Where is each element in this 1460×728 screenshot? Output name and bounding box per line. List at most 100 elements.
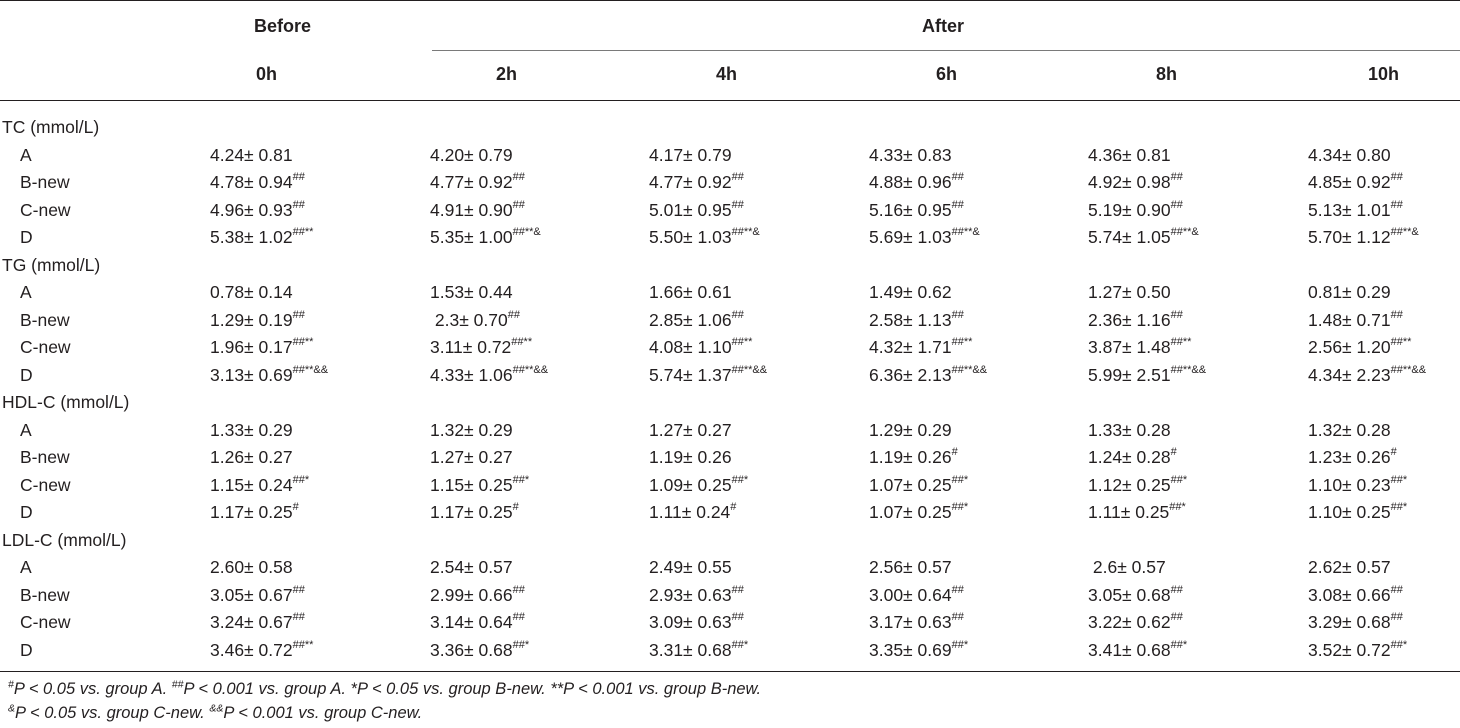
significance-marker: ##**& [1390,226,1419,239]
table-cell: 4.17± 0.79 [649,142,732,169]
cell-value: 3.05± 0.68 [1088,584,1171,605]
significance-marker: ## [951,611,964,624]
significance-marker: ## [292,308,305,321]
significance-marker: ## [1390,198,1403,211]
group-label: D [20,227,33,247]
cell-value: 5.69± 1.03 [869,227,952,247]
group-label: D [20,639,33,660]
cell-value: 3.41± 0.68 [1088,639,1171,660]
table-cell: 3.36± 0.68##* [430,637,529,664]
cell-value: 5.38± 1.02 [210,227,293,247]
table-cell: 1.15± 0.25##* [430,472,529,499]
significance-marker: ## [512,611,525,624]
footnote-symbol: ## [171,678,184,691]
significance-marker: ## [731,611,744,624]
header-time-10h: 10h [1368,64,1400,84]
header-after: After [922,16,965,36]
significance-marker: ##** [511,336,533,349]
cell-value: 1.27± 0.27 [649,419,732,440]
group-label: C-new [20,199,71,220]
significance-marker: ##* [1390,638,1408,651]
cell-value: 3.09± 0.63 [649,612,732,632]
table-cell: 1.19± 0.26# [869,444,958,471]
cell-value: 4.24± 0.81 [210,144,293,165]
table-cell: 1.23± 0.26# [1308,444,1397,471]
significance-marker: ##* [731,638,749,651]
cell-value: 5.50± 1.03 [649,227,732,247]
table-cell: 3.46± 0.72##** [210,637,313,664]
header-time-2h: 2h [496,64,518,84]
table-cell: 5.16± 0.95## [869,197,964,224]
table-cell: 3.09± 0.63## [649,609,744,636]
cell-value: 2.85± 1.06 [649,309,732,330]
significance-marker: ## [512,583,525,596]
significance-marker: ##** [292,336,314,349]
table-cell: 4.34± 0.80 [1308,142,1391,169]
significance-marker: ##** [1390,336,1412,349]
table-row: B-new 1.29± 0.19## 2.3± 0.70## 2.85± 1.06#… [0,307,1460,334]
footnote-text: P < 0.05 vs. group C-new. [15,704,210,722]
table-cell: 1.15± 0.24##* [210,472,309,499]
table-cell: 2.3± 0.70## [430,307,520,334]
table-cell: 3.52± 0.72##* [1308,637,1407,664]
significance-marker: # [512,501,519,514]
significance-marker: ## [292,611,305,624]
table-cell: 3.05± 0.67## [210,582,305,609]
table-row: B-new 3.05± 0.67## 2.99± 0.66## 2.93± 0.63#… [0,582,1460,609]
table-cell: 1.49± 0.62 [869,279,952,306]
cell-value: 2.93± 0.63 [649,584,732,605]
cell-value: 1.19± 0.26 [869,447,952,467]
table-cell: 1.27± 0.27 [430,444,513,471]
group-label: C-new [20,337,71,357]
significance-marker: ##* [1170,638,1188,651]
significance-marker: ##* [951,501,969,514]
group-label: C-new [20,612,71,632]
table-cell: 1.29± 0.19## [210,307,305,334]
header-time-6h: 6h [936,64,958,84]
table-cell: 1.07± 0.25##* [869,472,968,499]
group-label: A [20,419,32,440]
cell-value: 1.24± 0.28 [1088,447,1171,467]
significance-marker: ##** [731,336,753,349]
significance-marker: ## [1170,171,1183,184]
after-span-rule [432,50,1460,51]
table-top-rule [0,0,1460,1]
table-cell: 4.88± 0.96## [869,169,964,196]
table-cell: 1.66± 0.61 [649,279,732,306]
table-cell: 1.17± 0.25# [210,499,299,526]
table-row: D 1.17± 0.25# 1.17± 0.25# 1.11± 0.24# 1.07± … [0,499,1460,526]
significance-marker: ##**& [731,226,760,239]
cell-value: 2.99± 0.66 [430,584,513,605]
cell-value: 1.17± 0.25 [210,502,293,522]
cell-value: 0.78± 0.14 [210,282,293,302]
header-time-0h: 0h [256,64,278,84]
table-cell: 2.56± 0.57 [869,554,952,581]
cell-value: 3.35± 0.69 [869,639,952,660]
table-cell: 0.78± 0.14 [210,279,293,306]
cell-value: 5.19± 0.90 [1088,199,1171,220]
cell-value: 3.17± 0.63 [869,612,952,632]
cell-value: 5.35± 1.00 [430,227,513,247]
table-row: A 1.33± 0.29 1.32± 0.29 1.27± 0.27 1.29± 0.2… [0,417,1460,444]
table-cell: 1.09± 0.25##* [649,472,748,499]
cell-value: 4.77± 0.92 [649,172,732,192]
significance-marker: ##** [1170,336,1192,349]
table-cell: 6.36± 2.13##**&& [869,362,987,389]
cell-value: 3.11± 0.72 [430,337,512,357]
group-label: D [20,502,33,522]
header-before: Before [254,16,312,36]
table-row: A 2.60± 0.58 2.54± 0.57 2.49± 0.55 2.56± 0.5… [0,554,1460,581]
table-row: D 3.13± 0.69##**&& 4.33± 1.06##**&& 5.74± 1… [0,362,1460,389]
group-label: B-new [20,172,70,192]
table-cell: 3.17± 0.63## [869,609,964,636]
cell-value: 1.27± 0.27 [430,447,513,467]
cell-value: 4.96± 0.93 [210,199,293,220]
table-cell: 4.36± 0.81 [1088,142,1171,169]
table-cell: 1.10± 0.25##* [1308,499,1407,526]
cell-value: 3.87± 1.48 [1088,337,1171,357]
significance-marker: ## [951,198,964,211]
cell-value: 2.54± 0.57 [430,557,513,577]
cell-value: 1.33± 0.29 [210,419,293,440]
table-cell: 1.11± 0.24# [649,499,736,526]
cell-value: 5.74± 1.37 [649,364,732,385]
